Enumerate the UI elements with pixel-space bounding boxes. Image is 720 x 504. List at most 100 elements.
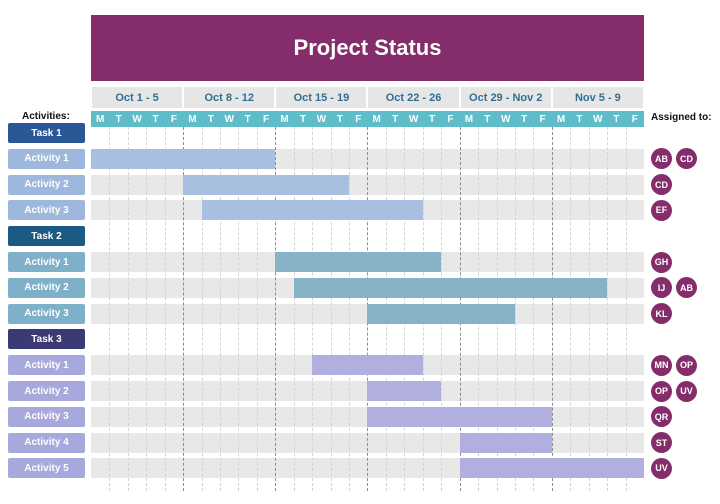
weekday-header: T — [570, 111, 589, 127]
gantt-bar[interactable] — [293, 277, 608, 298]
weekday-header: T — [238, 111, 257, 127]
task-label: Task 1 — [8, 123, 85, 143]
assignee-badge[interactable]: UV — [676, 380, 697, 402]
project-title: Project Status — [91, 15, 644, 81]
day-divider — [293, 127, 295, 491]
weekday-header: M — [459, 111, 479, 127]
gantt-bar[interactable] — [201, 200, 423, 221]
activity-label: Activity 3 — [8, 200, 85, 221]
assignee-badge[interactable]: ST — [651, 432, 672, 454]
weekday-header: W — [496, 111, 515, 127]
day-divider — [349, 127, 351, 491]
week-header: Oct 29 - Nov 2 — [460, 87, 551, 108]
gantt-bar[interactable] — [459, 432, 552, 453]
activity-label: Activity 2 — [8, 277, 85, 298]
day-divider — [146, 127, 148, 491]
week-divider — [275, 127, 277, 491]
week-header: Oct 1 - 5 — [92, 87, 183, 108]
assignee-badge[interactable]: UV — [651, 457, 672, 479]
day-divider — [588, 127, 590, 491]
weekday-header: F — [625, 111, 644, 127]
weekday-header: M — [91, 111, 110, 127]
gantt-bar[interactable] — [367, 303, 515, 324]
assignee-badge[interactable]: CD — [676, 148, 697, 170]
gantt-bar[interactable] — [367, 406, 552, 427]
day-divider — [625, 127, 627, 491]
assignee-badge[interactable]: GH — [651, 251, 672, 273]
day-divider — [514, 127, 516, 491]
gantt-bar[interactable] — [459, 458, 644, 479]
weekday-header: T — [422, 111, 442, 127]
assigned-to-label: Assigned to: — [651, 112, 712, 123]
day-divider — [256, 127, 258, 491]
weekday-header: T — [109, 111, 128, 127]
weekday-header: F — [256, 111, 276, 127]
assignee-badge[interactable]: EF — [651, 199, 672, 221]
gantt-bar[interactable] — [367, 381, 442, 401]
activity-label: Activity 5 — [8, 458, 85, 479]
assignee-badge[interactable]: KL — [651, 303, 672, 325]
assignee-badge[interactable]: OP — [651, 380, 672, 402]
weekday-header: M — [275, 111, 294, 127]
weekday-header: F — [164, 111, 184, 127]
gantt-bar[interactable] — [312, 355, 423, 376]
weekday-header: M — [551, 111, 571, 127]
assignee-badge[interactable]: CD — [651, 174, 672, 196]
day-divider — [330, 127, 332, 491]
day-divider — [238, 127, 240, 491]
activity-label: Activity 1 — [8, 252, 85, 272]
weekday-header: W — [220, 111, 239, 127]
activity-label: Activity 2 — [8, 174, 85, 195]
day-divider — [201, 127, 203, 491]
weekday-header: M — [183, 111, 202, 127]
gantt-bar[interactable] — [91, 148, 276, 169]
weekday-header: T — [330, 111, 350, 127]
week-divider — [551, 127, 553, 491]
assignee-badge[interactable]: AB — [651, 148, 672, 170]
day-divider — [164, 127, 166, 491]
day-divider — [570, 127, 572, 491]
week-header: Nov 5 - 9 — [552, 87, 643, 108]
weekday-header: T — [514, 111, 534, 127]
activity-label: Activity 4 — [8, 432, 85, 453]
weekday-header: F — [349, 111, 368, 127]
weekday-header: F — [533, 111, 552, 127]
task-label: Task 3 — [8, 329, 85, 350]
activity-label: Activity 2 — [8, 381, 85, 401]
week-header: Oct 8 - 12 — [184, 87, 275, 108]
gantt-bar[interactable] — [183, 174, 350, 195]
day-divider — [220, 127, 222, 491]
day-divider — [127, 127, 129, 491]
activity-label: Activity 1 — [8, 148, 85, 169]
weekday-header: T — [293, 111, 313, 127]
activity-label: Activity 1 — [8, 355, 85, 376]
weekday-header: T — [607, 111, 626, 127]
weekday-header: T — [201, 111, 221, 127]
day-divider — [312, 127, 314, 491]
assignee-badge[interactable]: OP — [676, 354, 697, 376]
weekday-header: W — [127, 111, 147, 127]
weekday-header: W — [404, 111, 423, 127]
weekday-header: T — [385, 111, 405, 127]
week-divider — [183, 127, 185, 491]
assignee-badge[interactable]: QR — [651, 406, 672, 428]
day-divider — [607, 127, 609, 491]
assignee-badge[interactable]: AB — [676, 277, 697, 299]
day-divider — [533, 127, 535, 491]
activities-label: Activities: — [22, 111, 70, 122]
gantt-bar[interactable] — [275, 252, 442, 272]
week-header: Oct 22 - 26 — [368, 87, 459, 108]
weekday-header: T — [478, 111, 497, 127]
activity-label: Activity 3 — [8, 406, 85, 427]
task-label: Task 2 — [8, 226, 85, 247]
assignee-badge[interactable]: MN — [651, 354, 672, 376]
weekday-header: W — [588, 111, 608, 127]
assignee-badge[interactable]: IJ — [651, 277, 672, 299]
weekday-header: W — [312, 111, 331, 127]
week-header: Oct 15 - 19 — [276, 87, 367, 108]
weekday-header: F — [441, 111, 460, 127]
weekday-header: T — [146, 111, 165, 127]
day-divider — [109, 127, 111, 491]
weekday-header: M — [367, 111, 386, 127]
activity-label: Activity 3 — [8, 303, 85, 324]
